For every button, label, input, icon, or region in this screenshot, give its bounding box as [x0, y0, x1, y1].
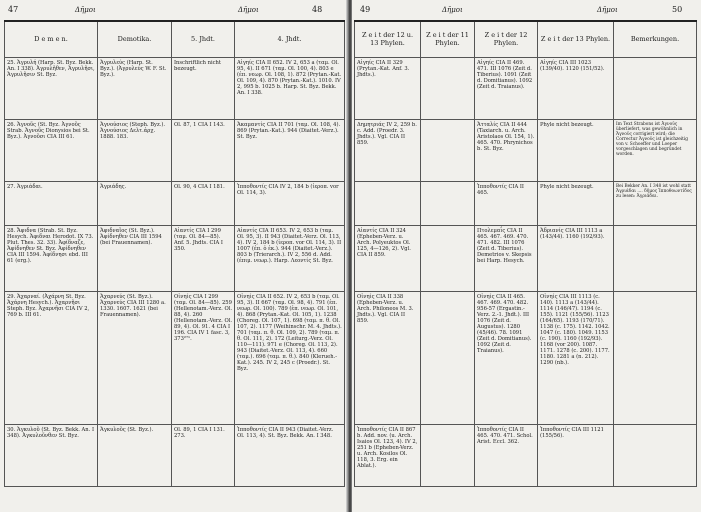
table-cell [420, 423, 475, 487]
table-cell: 29. Ἀχαρναί. (Ἀχάρνη St. Byz. Ἀχάρνη Hes… [4, 290, 98, 425]
table-cell [420, 290, 475, 425]
table-cell: Πτολεμαΐς CIA II 465. 467. 469. 470. 471… [474, 224, 538, 292]
table-cell: Αἰγηίς CIA III 1023 (139/40). 1120 (151/… [537, 56, 614, 120]
column-header: Z e i t der 11 Phylen. [420, 20, 475, 58]
table-cell [420, 224, 475, 292]
table-cell [420, 180, 475, 226]
table-cell: Αἰγηίς CIA II 652. IV 2, 653 a (ταμ. Ol.… [234, 56, 345, 120]
column-header: Demotika. [97, 20, 172, 58]
table-cell [420, 56, 475, 120]
running-title: Δῆμοι [442, 6, 463, 14]
table-cell: Ἀγνούσιος (Steph. Byz.). Ἀγνούσιος Δελτ.… [97, 118, 172, 182]
column-header: D e m e n. [4, 20, 98, 58]
column-header: 4. Jhdt. [234, 20, 345, 58]
table-cell: Ἱπποθοντίς CIA II 465. [474, 180, 538, 226]
table-row: Αἰαντίς CIA II 324 (Epheben-Verz. u. Arc… [354, 224, 697, 292]
table-row: Ἱπποθοντίς CIA II 867 b. Add. nov. (u. A… [354, 423, 697, 487]
table-cell: Αἰγηίς CIA II 469. 471. III 1076 (Zeit d… [474, 56, 538, 120]
column-header: Z e i t der 13 Phylen. [537, 20, 614, 58]
book-gutter [346, 0, 354, 512]
table-cell: Οἰνηίς CIA I 299 (ταμ. Ol. 84—85). 259 (… [171, 290, 235, 425]
table-row: 25. Ἀγρυλή (Harp. St. Byz. Bekk. An. I 3… [4, 56, 345, 120]
table-cell: Phyle nicht bezeugt. [537, 180, 614, 226]
table-cell: Οἰνηίς CIA II 465. 467. 469. 470. 482. 9… [474, 290, 538, 425]
table-cell: Αἰαντίς CIA I 299 (ταμ. Ol. 84—85). Anf.… [171, 224, 235, 292]
table-row: 28. Ἄφιδνα (Strab. St. Byz. Hesych. Ἀφιδ… [4, 224, 345, 292]
demen-table-left: D e m e n. Demotika. 5. Jhdt. 4. Jhdt. 2… [4, 20, 345, 487]
table-cell: 27. Ἀγριάδαι. [4, 180, 98, 226]
table-row: Ἱπποθοντίς CIA II 465. Phyle nicht bezeug… [354, 180, 697, 226]
table-row: 29. Ἀχαρναί. (Ἀχάρνη St. Byz. Ἀχάρνη Hes… [4, 290, 345, 425]
table-cell: Ol. 90, 4 CIA I 181. [171, 180, 235, 226]
table-row: Οἰνηίς CIA II 338 (Epheben-Verz. u. Arch… [354, 290, 697, 425]
column-header: 5. Jhdt. [171, 20, 235, 58]
table-cell: 25. Ἀγρυλή (Harp. St. Byz. Bekk. An. I 3… [4, 56, 98, 120]
demen-table-right: Z e i t der 12 u. 13 Phylen. Z e i t der… [354, 20, 697, 487]
table-cell: Ἀγκυλοῦς (St. Byz.). [97, 423, 172, 487]
table-cell [613, 224, 697, 292]
table-cell: Αἰαντίς CIA II 653. IV 2, 653 b (ταμ. Ol… [234, 224, 345, 292]
column-header: Bemerkungen. [613, 20, 697, 58]
table-cell: Αἰαντίς CIA II 324 (Epheben-Verz. u. Arc… [354, 224, 421, 292]
running-title: Δῆμοι [597, 6, 618, 14]
table-cell: Ἱπποθοντίς CIA IV 2, 184 b (ἱεροπ. vor O… [234, 180, 345, 226]
table-cell: Ἱπποθοντίς CIA II 943 (Diaitet.-Verz. Ol… [234, 423, 345, 487]
table-cell: Ol. 89, 1 CIA I 131. 273. [171, 423, 235, 487]
table-cell: Αἰγηίς CIA II 329 (Prytan.-Kat. Anf. 3. … [354, 56, 421, 120]
table-row: Αἰγηίς CIA II 329 (Prytan.-Kat. Anf. 3. … [354, 56, 697, 120]
table-cell: Ἱπποθοντίς CIA II 867 b. Add. nov. (u. A… [354, 423, 421, 487]
table-cell: Ol. 87, 1 CIA I 143. [171, 118, 235, 182]
right-page: 49 Δῆμοι Δῆμοι 50 Z e i t der 12 u. 13 P… [352, 0, 701, 512]
table-cell: Οἰνηίς CIA III 1113 (c. 140). 1113 a (14… [537, 290, 614, 425]
column-header: Z e i t der 12 Phylen. [474, 20, 538, 58]
column-header: Z e i t der 12 u. 13 Phylen. [354, 20, 421, 58]
table-cell [613, 423, 697, 487]
table-cell: Ἀκαμαντίς CIA II 701 (ταμ. Ol. 108, 4). … [234, 118, 345, 182]
table-cell [354, 180, 421, 226]
table-cell: Οἰνηίς CIA II 338 (Epheben-Verz. u. Arch… [354, 290, 421, 425]
table-cell: Ἀχαρνεύς (St. Byz.). Ἀχαρνεύς CIA III 12… [97, 290, 172, 425]
page-number-48: 48 [312, 5, 323, 14]
table-cell: Ἀφιδναῖος (St. Byz.). Ἀφίδνηθεν CIA III … [97, 224, 172, 292]
table-cell: 26. Ἀγνοῦς (St. Byz. Ἀγνοῦς Strab. Ἀγνοῦ… [4, 118, 98, 182]
table-cell: 28. Ἄφιδνα (Strab. St. Byz. Hesych. Ἀφιδ… [4, 224, 98, 292]
page-number-47: 47 [8, 5, 19, 14]
running-title: Δῆμοι [238, 6, 259, 14]
table-cell: Bei Bekker An. I 348 ist wohl statt Ἀγρι… [613, 180, 697, 226]
table-cell: Ἀτταλίς CIA II 444 (Taxiarch. u. Arch. A… [474, 118, 538, 182]
table-cell [613, 56, 697, 120]
table-cell [613, 290, 697, 425]
table-cell: 30. Ἀγκυλοῦ (St. Byz. Bekk. An. I 348). … [4, 423, 98, 487]
table-cell: Phyle nicht bezeugt. [537, 118, 614, 182]
table-cell: Im Text Strabons ist Ἀγνοῦς überliefert,… [613, 118, 697, 182]
table-cell: Δημητριάς IV 2, 259 b. c. Add. (Proedr. … [354, 118, 421, 182]
table-cell: Ἀγρυλεύς (Harp. St. Byz.). (Ἀγρυλεύς W. … [97, 56, 172, 120]
table-row: 30. Ἀγκυλοῦ (St. Byz. Bekk. An. I 348). … [4, 423, 345, 487]
table-cell: Inschriftlich nicht bezeugt. [171, 56, 235, 120]
running-title: Δῆμοι [75, 6, 96, 14]
table-cell: Ἱπποθοντίς CIA III 1121 (155/56). [537, 423, 614, 487]
left-page: 47 Δῆμοι Δῆμοι 48 D e m e n. Demotika. 5… [0, 0, 349, 512]
table-cell: Ἀδριανίς CIA III 1113 a (143/44). 1160 (… [537, 224, 614, 292]
table-cell: Ἱπποθοντίς CIA II 465. 470. 471. Schol. … [474, 423, 538, 487]
table-row: 26. Ἀγνοῦς (St. Byz. Ἀγνοῦς Strab. Ἀγνοῦ… [4, 118, 345, 182]
page-number-49: 49 [360, 5, 371, 14]
page-number-50: 50 [672, 5, 683, 14]
table-cell [420, 118, 475, 182]
table-cell: Οἰνηίς CIA II 652. IV 2, 653 b (ταμ. Ol.… [234, 290, 345, 425]
table-row: 27. Ἀγριάδαι. Ἀγριάδης. Ol. 90, 4 CIA I 18… [4, 180, 345, 226]
table-row: Δημητριάς IV 2, 259 b. c. Add. (Proedr. … [354, 118, 697, 182]
table-cell: Ἀγριάδης. [97, 180, 172, 226]
